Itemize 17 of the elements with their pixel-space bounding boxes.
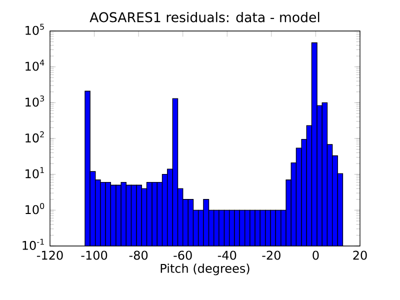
x-tick-label: -100 <box>81 250 108 260</box>
x-tick-label: -20 <box>262 250 280 260</box>
x-tick-label: -120 <box>36 250 63 260</box>
x-axis-title: Pitch (degrees) <box>160 264 250 276</box>
x-tick-label: -60 <box>174 250 192 260</box>
chart-title: AOSARES1 residuals: data - model <box>90 12 320 22</box>
y-tick-label: 10$^{1}$ <box>26 167 44 178</box>
y-tick-label: 10$^{3}$ <box>26 95 44 107</box>
y-tick-label: 10$^{0}$ <box>26 202 44 214</box>
y-tick-label: 10$^{-1}$ <box>22 238 44 250</box>
y-tick-label: 10$^{4}$ <box>26 60 44 71</box>
x-tick-label: 20 <box>353 250 367 260</box>
y-tick-label: 10$^{5}$ <box>26 24 44 35</box>
x-tick-label: 0 <box>312 250 319 260</box>
y-tick-label: 10$^{2}$ <box>26 131 44 142</box>
x-tick-label: -40 <box>218 250 236 260</box>
x-tick-label: -80 <box>129 250 148 260</box>
